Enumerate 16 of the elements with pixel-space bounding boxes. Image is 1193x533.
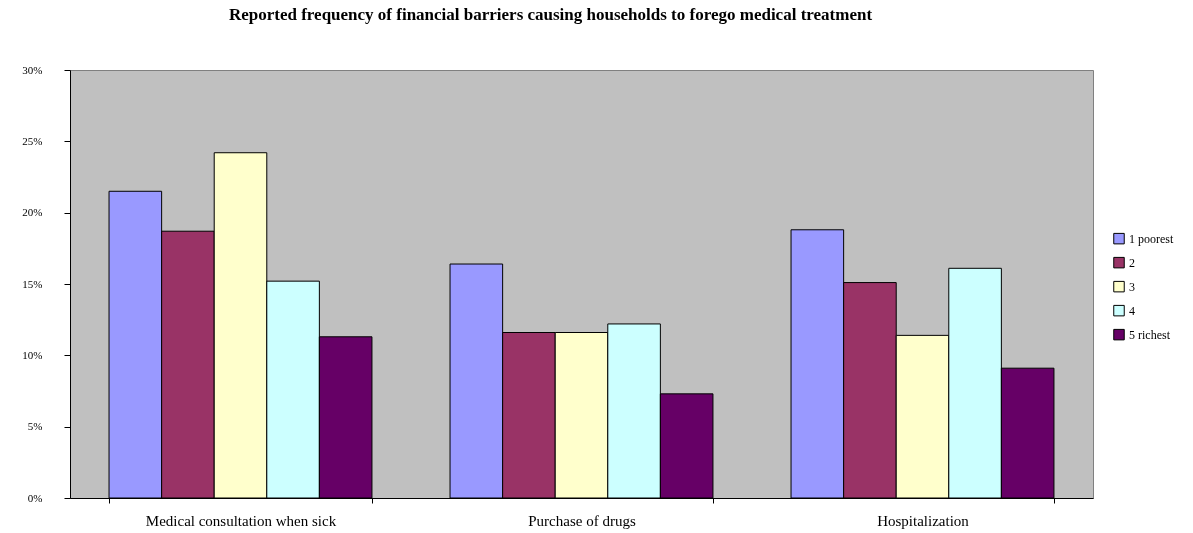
legend-label: 5 richest [1129, 327, 1171, 342]
x-tick-label: Hospitalization [877, 512, 970, 529]
x-tick-label: Purchase of drugs [528, 512, 636, 529]
y-tick-label: 0% [27, 491, 43, 504]
legend-label: 2 [1129, 255, 1135, 270]
y-tick-label: 15% [22, 277, 43, 290]
y-tick-label: 30% [22, 63, 43, 76]
x-tick-label: Medical consultation when sick [145, 512, 337, 529]
y-tick-label: 20% [22, 206, 43, 219]
y-tick-label: 25% [22, 134, 43, 147]
legend-label: 3 [1129, 279, 1135, 294]
y-tick-label: 10% [22, 348, 43, 361]
legend-label: 4 [1129, 303, 1135, 318]
y-tick-label: 5% [27, 420, 43, 433]
legend-label: 1 poorest [1129, 231, 1174, 246]
chart-title: Reported frequency of financial barriers causing households to forego medical treatment [228, 5, 873, 24]
